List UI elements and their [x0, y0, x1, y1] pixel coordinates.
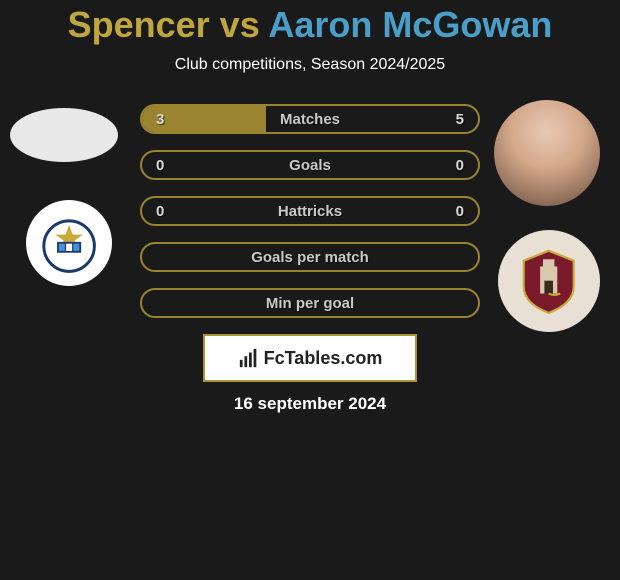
- stat-bars: 3 Matches 5 0 Goals 0 0 Hattricks 0: [140, 102, 480, 318]
- vs-word: vs: [220, 4, 260, 45]
- logo: FcTables.com: [238, 347, 383, 369]
- main-area: 3 Matches 5 0 Goals 0 0 Hattricks 0: [0, 102, 620, 414]
- comparison-card: Spencer vs Aaron McGowan Club competitio…: [0, 0, 620, 414]
- stat-label: Hattricks: [142, 203, 478, 220]
- logo-box: FcTables.com: [203, 334, 417, 382]
- player1-club-badge: [26, 200, 112, 286]
- date: 16 september 2024: [0, 394, 620, 414]
- stat-row-goals-per-match: Goals per match: [140, 242, 480, 272]
- stat-value-right: 0: [456, 157, 464, 174]
- chart-icon: [238, 347, 260, 369]
- stat-row-hattricks: 0 Hattricks 0: [140, 196, 480, 226]
- stat-label: Matches: [142, 111, 478, 128]
- player2-name: Aaron McGowan: [268, 4, 552, 45]
- stat-label: Goals: [142, 157, 478, 174]
- stat-row-matches: 3 Matches 5: [140, 104, 480, 134]
- stat-value-right: 5: [456, 111, 464, 128]
- stat-label: Goals per match: [142, 249, 478, 266]
- stat-value-right: 0: [456, 203, 464, 220]
- player1-name: Spencer: [68, 4, 210, 45]
- logo-text: FcTables.com: [264, 348, 383, 369]
- club-crest-icon: [39, 213, 99, 273]
- stat-row-min-per-goal: Min per goal: [140, 288, 480, 318]
- subtitle: Club competitions, Season 2024/2025: [0, 56, 620, 74]
- player2-club-badge: [498, 230, 600, 332]
- page-title: Spencer vs Aaron McGowan: [0, 4, 620, 46]
- club-crest-icon: [513, 245, 584, 316]
- player2-avatar: [494, 100, 600, 206]
- stat-label: Min per goal: [142, 295, 478, 312]
- stat-row-goals: 0 Goals 0: [140, 150, 480, 180]
- player1-avatar: [10, 108, 118, 162]
